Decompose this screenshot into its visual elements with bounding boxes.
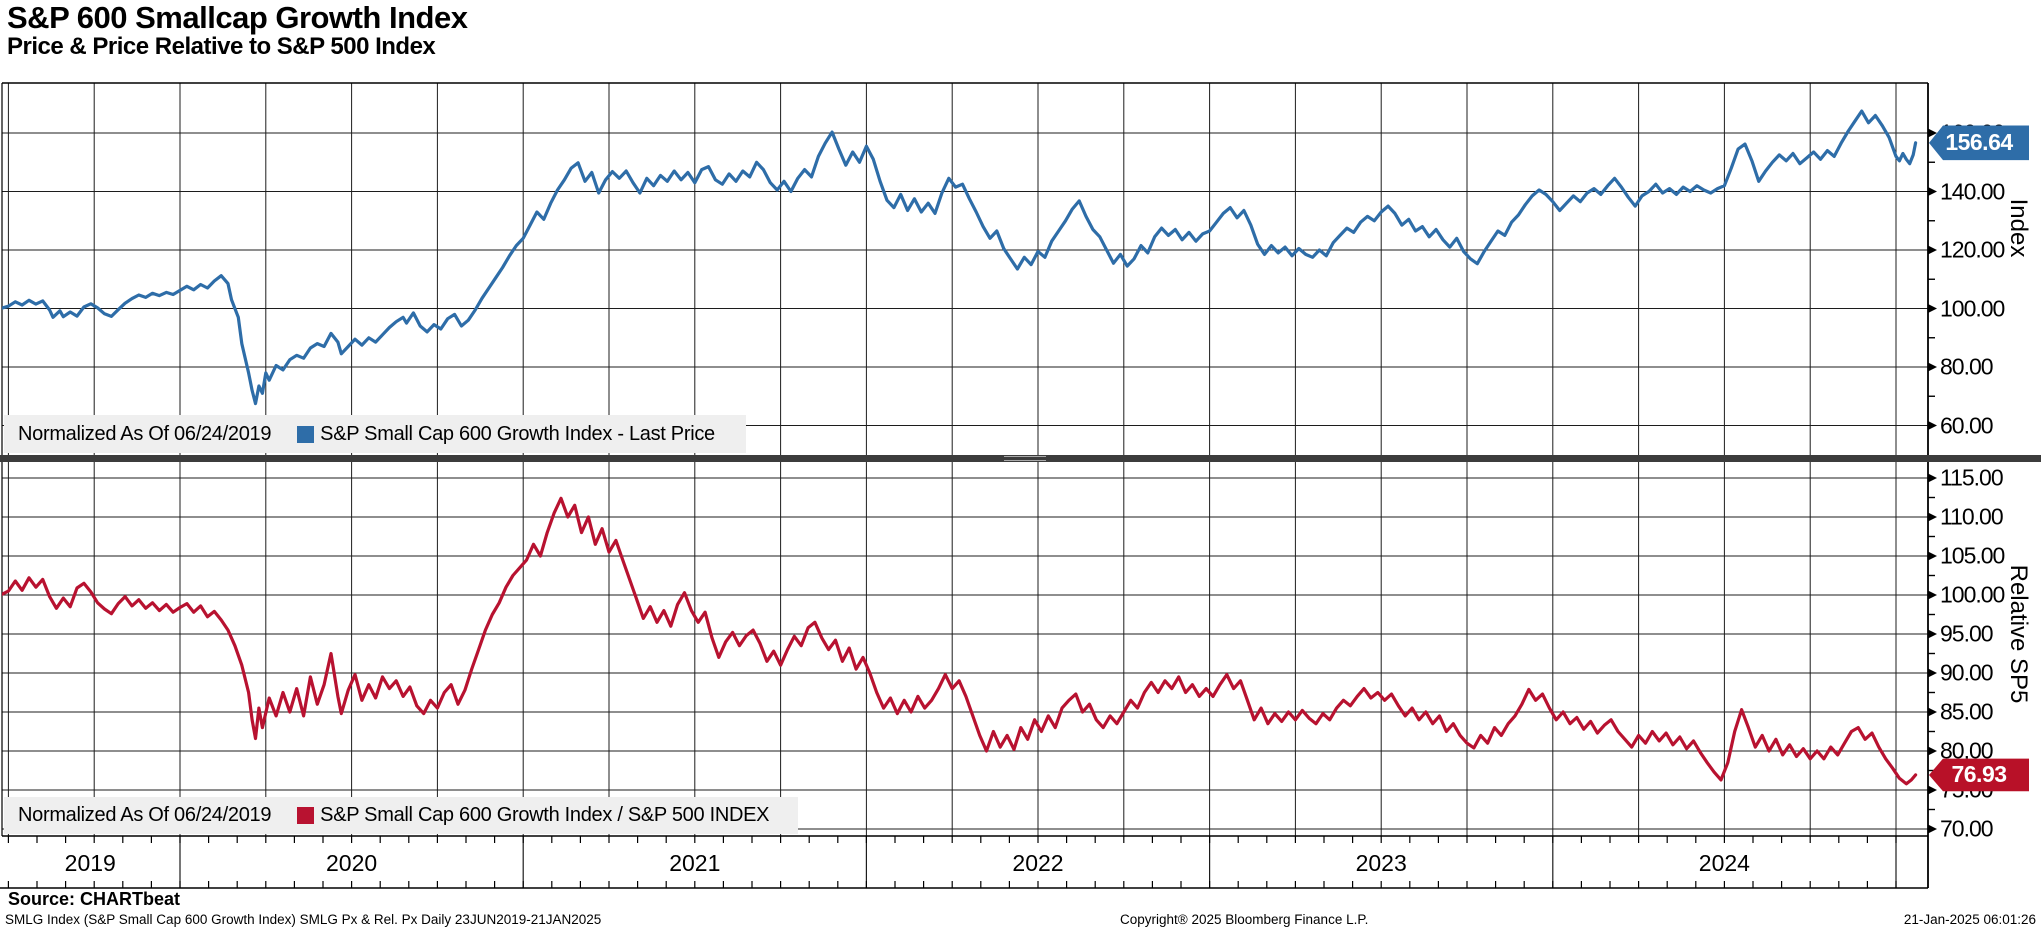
legend-normalized-note: Normalized As Of 06/24/2019: [18, 422, 272, 445]
y-tick-label: 110.00: [1940, 503, 2004, 530]
x-year-label: 2020: [326, 850, 378, 876]
bottom-axis-unit-label: Relative SP5: [2005, 564, 2032, 704]
last-price-badge-bottom: 76.93: [1929, 758, 2029, 792]
y-tick-label: 70.00: [1940, 815, 1994, 842]
price-line-series: [2, 109, 1918, 406]
blue-series-swatch-icon: [297, 425, 315, 443]
x-year-label: 2023: [1355, 850, 1407, 876]
y-tick-label: 120.00: [1940, 236, 2005, 263]
page-subtitle: Price & Price Relative to S&P 500 Index: [7, 33, 436, 60]
legend-series-label: S&P Small Cap 600 Growth Index / S&P 500…: [320, 804, 770, 826]
x-year-label: 2022: [1012, 850, 1064, 876]
relative-price-line-series: [2, 496, 1918, 786]
y-tick-label: 115.00: [1940, 464, 2004, 491]
y-tick-label: 100.00: [1940, 581, 2005, 608]
top-axis-unit-label: Index: [2005, 198, 2032, 258]
y-tick-label: 60.00: [1940, 412, 1994, 438]
legend-series-label: S&P Small Cap 600 Growth Index - Last Pr…: [320, 422, 715, 445]
x-year-label: 2019: [64, 850, 116, 876]
last-price-badge-top: 156.64: [1929, 125, 2029, 161]
panel-divider-grip-handle[interactable]: [1004, 456, 1046, 461]
x-year-label: 2021: [669, 850, 721, 876]
y-tick-label: 140.00: [1940, 178, 2005, 204]
footer-copyright: Copyright® 2025 Bloomberg Finance L.P.: [1120, 912, 1369, 927]
legend-normalized-note: Normalized As Of 06/24/2019: [18, 804, 272, 826]
red-series-swatch-icon: [297, 807, 315, 824]
footer-timestamp: 21-Jan-2025 06:01:26: [1903, 912, 2036, 927]
y-tick-label: 80.00: [1940, 353, 1994, 380]
y-tick-label: 90.00: [1940, 659, 1994, 686]
y-tick-label: 95.00: [1940, 620, 1994, 647]
panel-divider: [0, 455, 2041, 462]
x-year-label: 2024: [1698, 850, 1750, 876]
legend-bottom-panel: Normalized As Of 06/24/2019 S&P Small Ca…: [4, 797, 798, 834]
y-tick-label: 85.00: [1940, 698, 1994, 725]
legend-top-panel: Normalized As Of 06/24/2019 S&P Small Ca…: [4, 415, 746, 453]
y-tick-label: 105.00: [1940, 542, 2005, 569]
y-tick-label: 100.00: [1940, 295, 2005, 321]
page-title: S&P 600 Smallcap Growth Index: [7, 0, 468, 35]
footer-footnote: SMLG Index (S&P Small Cap 600 Growth Ind…: [5, 912, 602, 927]
source-label: Source: CHARTbeat: [8, 889, 181, 909]
